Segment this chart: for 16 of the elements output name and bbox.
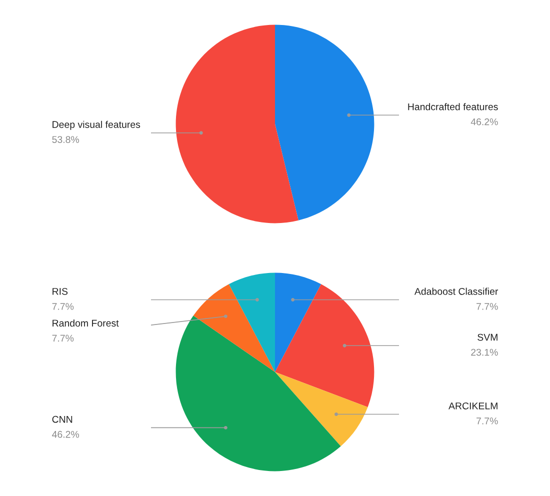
data-label: 53.8%: [52, 136, 80, 143]
slice-label: ARCIKELM: [448, 402, 498, 410]
slice-label: RIS: [52, 288, 68, 295]
data-label: 7.7%: [52, 303, 74, 310]
slice-label: Adaboost Classifier: [414, 288, 498, 295]
slice-label: CNN: [52, 416, 72, 423]
data-label: 7.7%: [476, 303, 498, 310]
slice-label: Deep visual features: [52, 120, 140, 130]
data-label: 46.2%: [470, 118, 498, 126]
slice-label: SVM: [478, 334, 498, 341]
data-label: 7.7%: [52, 334, 74, 342]
slice-label: Handcrafted features: [408, 103, 498, 110]
slice-label: Random Forest: [52, 319, 119, 327]
data-label: 46.2%: [52, 430, 80, 438]
data-label: 7.7%: [476, 418, 498, 424]
data-label: 23.1%: [471, 348, 498, 356]
